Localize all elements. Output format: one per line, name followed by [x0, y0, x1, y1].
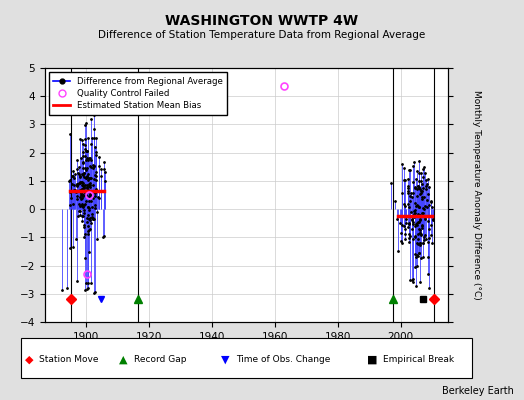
- Y-axis label: Monthly Temperature Anomaly Difference (°C): Monthly Temperature Anomaly Difference (…: [472, 90, 481, 300]
- Text: Record Gap: Record Gap: [134, 356, 186, 364]
- Text: WASHINGTON WWTP 4W: WASHINGTON WWTP 4W: [166, 14, 358, 28]
- Text: Berkeley Earth: Berkeley Earth: [442, 386, 514, 396]
- Text: Station Move: Station Move: [39, 356, 99, 364]
- Legend: Difference from Regional Average, Quality Control Failed, Estimated Station Mean: Difference from Regional Average, Qualit…: [49, 72, 227, 115]
- Text: ■: ■: [367, 355, 377, 365]
- Text: Time of Obs. Change: Time of Obs. Change: [236, 356, 330, 364]
- Text: Difference of Station Temperature Data from Regional Average: Difference of Station Temperature Data f…: [99, 30, 425, 40]
- Text: ◆: ◆: [25, 355, 33, 365]
- Text: ▼: ▼: [221, 355, 230, 365]
- Text: ▲: ▲: [119, 355, 127, 365]
- Text: Empirical Break: Empirical Break: [383, 356, 454, 364]
